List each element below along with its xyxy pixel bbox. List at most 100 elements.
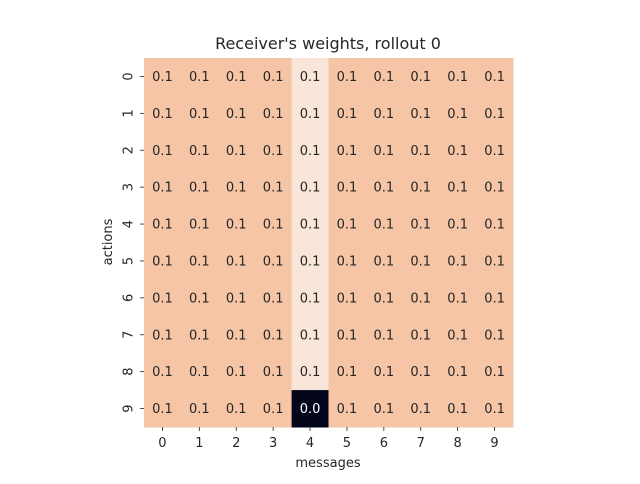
heatmap-cell <box>365 205 403 243</box>
x-tick-label: 3 <box>269 436 277 451</box>
cell-label: 0.1 <box>300 365 321 380</box>
cell-label: 0.1 <box>484 218 505 233</box>
heatmap-cell <box>476 390 514 428</box>
cell-label: 0.1 <box>189 70 210 85</box>
heatmap-cell <box>328 205 366 243</box>
heatmap-cell <box>476 316 514 354</box>
heatmap-cell <box>254 94 293 133</box>
heatmap-cell <box>328 94 366 133</box>
heatmap-cell <box>254 279 293 317</box>
heatmap-cell <box>365 279 403 317</box>
cell-label: 0.1 <box>447 254 468 269</box>
y-axis-ticks: 0 1 2 3 4 5 6 7 8 9 <box>122 72 144 413</box>
heatmap-cell <box>402 94 440 133</box>
cell-label: 0.1 <box>189 402 210 417</box>
heatmap-cell <box>180 168 219 207</box>
heatmap-cell <box>254 58 293 96</box>
heatmap-cell <box>180 242 219 280</box>
heatmap-cell <box>144 353 182 391</box>
heatmap-cell <box>291 353 329 391</box>
y-tick-label: 3 <box>122 183 137 191</box>
heatmap-cell <box>180 316 219 354</box>
heatmap-cell <box>402 168 440 207</box>
heatmap-cell <box>365 390 403 428</box>
heatmap-cell <box>402 205 440 243</box>
cell-label: 0.1 <box>374 181 395 196</box>
cell-label: 0.1 <box>447 218 468 233</box>
x-tick-label: 6 <box>380 436 388 451</box>
x-tick-label: 0 <box>158 436 166 451</box>
cell-label: 0.1 <box>226 218 247 233</box>
heatmap-cell <box>476 242 514 280</box>
heatmap-cell <box>402 279 440 317</box>
cell-label: 0.1 <box>300 254 321 269</box>
heatmap-cell <box>476 353 514 391</box>
cell-label: 0.1 <box>300 218 321 233</box>
cell-label: 0.1 <box>447 328 468 343</box>
heatmap-cell <box>144 390 182 428</box>
cell-label: 0.1 <box>300 328 321 343</box>
cell-label: 0.1 <box>226 107 247 122</box>
cell-label: 0.1 <box>152 402 173 417</box>
heatmap-cell <box>365 94 403 133</box>
cell-label: 0.1 <box>189 107 210 122</box>
cell-label: 0.1 <box>484 328 505 343</box>
chart-title: Receiver's weights, rollout 0 <box>215 34 441 53</box>
cell-label: 0.1 <box>410 218 431 233</box>
y-tick-label: 6 <box>122 294 137 302</box>
heatmap-cell <box>180 58 219 96</box>
heatmap-cell <box>254 205 293 243</box>
heatmap-cell <box>402 242 440 280</box>
heatmap-cell <box>180 390 219 428</box>
heatmap-cell <box>328 58 366 96</box>
cell-label: 0.1 <box>484 254 505 269</box>
heatmap-cell <box>439 205 477 243</box>
cell-label: 0.1 <box>337 328 358 343</box>
cell-label: 0.1 <box>263 254 284 269</box>
cell-label: 0.1 <box>263 181 284 196</box>
heatmap-cell <box>144 316 182 354</box>
heatmap-cell <box>439 316 477 354</box>
heatmap-cell <box>217 279 256 317</box>
y-tick-label: 9 <box>122 404 137 412</box>
cell-label: 0.1 <box>374 291 395 306</box>
heatmap-cell <box>254 316 293 354</box>
heatmap-cell <box>217 390 256 428</box>
cell-label: 0.1 <box>484 402 505 417</box>
heatmap-cell <box>476 168 514 207</box>
cell-label: 0.1 <box>374 402 395 417</box>
heatmap-cell <box>328 316 366 354</box>
cell-label: 0.1 <box>152 107 173 122</box>
cell-label: 0.1 <box>410 181 431 196</box>
heatmap-cell <box>180 131 219 170</box>
heatmap-cell <box>144 58 182 96</box>
heatmap-cell <box>254 242 293 280</box>
cell-label: 0.1 <box>447 70 468 85</box>
heatmap-cell <box>365 316 403 354</box>
cell-label: 0.1 <box>410 291 431 306</box>
cell-label: 0.1 <box>410 328 431 343</box>
cell-label: 0.1 <box>263 70 284 85</box>
heatmap-cell <box>402 316 440 354</box>
heatmap-cell <box>476 131 514 170</box>
heatmap-cell <box>254 131 293 170</box>
cell-label: 0.1 <box>189 218 210 233</box>
cell-label: 0.1 <box>374 328 395 343</box>
cell-label: 0.1 <box>152 365 173 380</box>
cell-label: 0.1 <box>337 402 358 417</box>
cell-label: 0.1 <box>484 107 505 122</box>
heatmap-cell <box>217 131 256 170</box>
heatmap-cell <box>291 205 329 243</box>
heatmap-cell <box>365 58 403 96</box>
cell-label: 0.1 <box>263 328 284 343</box>
heatmap-cell <box>144 131 182 170</box>
heatmap-cell <box>439 390 477 428</box>
heatmap-cell <box>144 94 182 133</box>
cell-label: 0.1 <box>484 144 505 159</box>
cell-label: 0.1 <box>337 218 358 233</box>
cell-label: 0.1 <box>152 218 173 233</box>
cell-label: 0.1 <box>263 218 284 233</box>
cell-label: 0.1 <box>300 291 321 306</box>
heatmap-cell <box>328 390 366 428</box>
heatmap-cell <box>439 168 477 207</box>
